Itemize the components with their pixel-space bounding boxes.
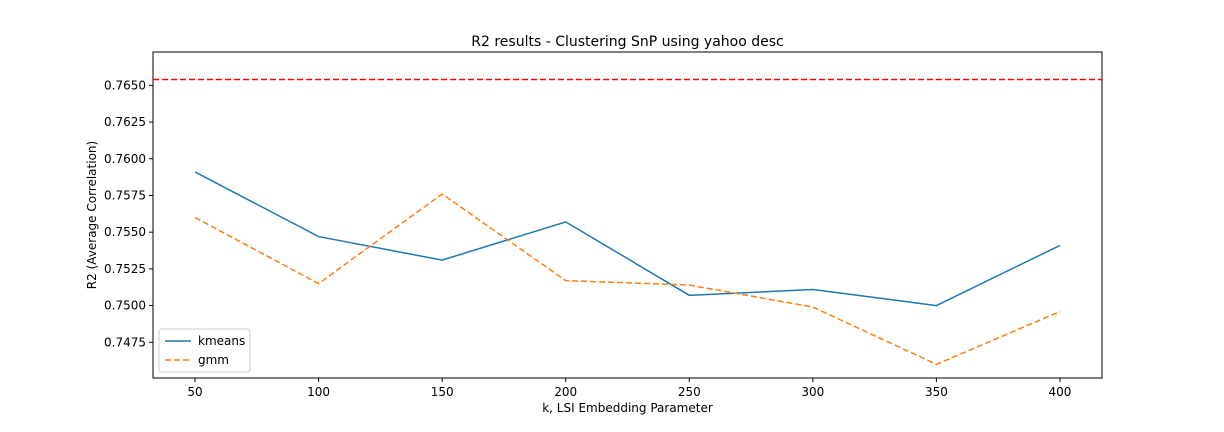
legend-label-gmm: gmm [198, 353, 229, 367]
y-tick-label: 0.7625 [104, 115, 146, 129]
x-axis-label: k, LSI Embedding Parameter [542, 401, 713, 415]
y-tick-label: 0.7525 [104, 262, 146, 276]
x-tick-label: 350 [925, 385, 948, 399]
x-tick-label: 150 [431, 385, 454, 399]
y-tick-label: 0.7550 [104, 225, 146, 239]
y-tick-label: 0.7500 [104, 299, 146, 313]
y-tick-label: 0.7600 [104, 152, 146, 166]
legend-box [158, 328, 251, 373]
x-tick-label: 50 [187, 385, 202, 399]
y-tick-label: 0.7650 [104, 78, 146, 92]
y-tick-label: 0.7475 [104, 335, 146, 349]
x-tick-label: 300 [801, 385, 824, 399]
series-line-kmeans [194, 171, 1061, 307]
legend-label-kmeans: kmeans [198, 334, 245, 348]
chart-title: R2 results - Clustering SnP using yahoo … [471, 34, 783, 50]
x-tick-label: 200 [554, 385, 577, 399]
y-axis-label: R2 (Average Correlation) [85, 141, 99, 289]
series-layer [194, 171, 1061, 366]
x-tick-label: 250 [678, 385, 701, 399]
y-axis: 0.7475 0.7500 0.7525 0.7550 0.7575 0.7600 0.76… [104, 78, 153, 349]
y-tick-label: 0.7575 [104, 188, 146, 202]
plot-area [152, 51, 1103, 379]
x-axis: 50 100 150 200 250 300 350 400 [187, 378, 1071, 399]
series-line-gmm [194, 193, 1061, 366]
x-tick-label: 100 [307, 385, 330, 399]
x-tick-label: 400 [1049, 385, 1072, 399]
legend: kmeans gmm [158, 328, 251, 373]
